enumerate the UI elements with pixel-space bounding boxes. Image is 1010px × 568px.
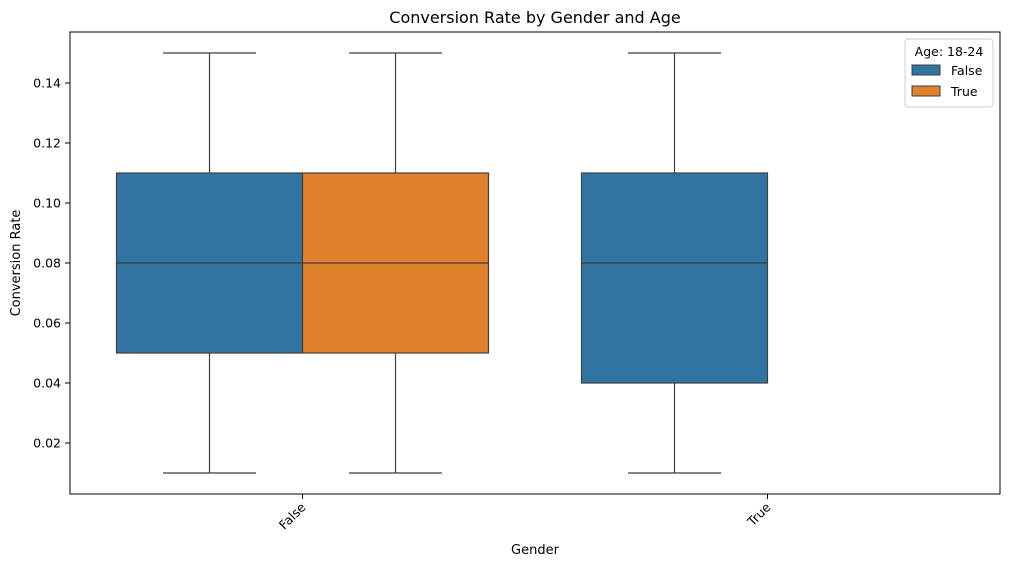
x-tick-label: True: [744, 499, 774, 529]
legend-swatch-false: [911, 64, 941, 76]
legend: Age: 18-24 False True: [904, 38, 994, 108]
x-axis: False True: [276, 494, 774, 532]
y-tick-label: 0.02: [33, 436, 61, 451]
y-tick-label: 0.10: [33, 196, 61, 211]
y-tick-label: 0.06: [33, 316, 61, 331]
legend-label-true: True: [950, 84, 978, 99]
y-axis-label: Conversion Rate: [9, 210, 24, 317]
x-axis-label: Gender: [511, 543, 560, 558]
y-tick-label: 0.08: [33, 256, 61, 271]
chart-title: Conversion Rate by Gender and Age: [389, 8, 680, 27]
legend-title: Age: 18-24: [915, 44, 984, 59]
legend-swatch-true: [911, 85, 941, 97]
x-tick-label: False: [276, 499, 309, 532]
y-axis: 0.02 0.04 0.06 0.08 0.10 0.12 0.14: [33, 76, 70, 451]
box-false-true: [580, 172, 769, 384]
y-tick-label: 0.14: [33, 76, 61, 91]
y-tick-label: 0.04: [33, 376, 61, 391]
box-group: [115, 52, 769, 474]
y-tick-label: 0.12: [33, 136, 61, 151]
legend-label-false: False: [951, 63, 983, 78]
